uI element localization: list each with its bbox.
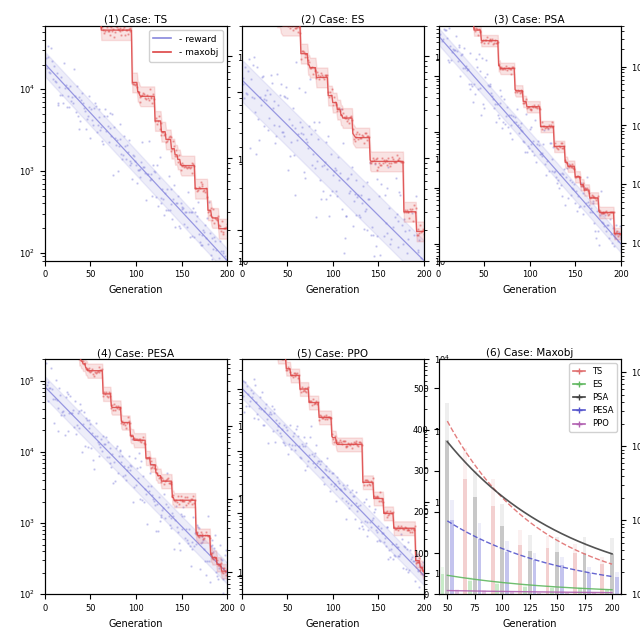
X-axis label: Generation: Generation — [305, 285, 360, 295]
Title: (2) Case: ES: (2) Case: ES — [301, 15, 365, 25]
Bar — [528, 535, 532, 594]
X-axis label: Generation: Generation — [502, 285, 557, 295]
Bar — [605, 589, 609, 594]
Bar — [518, 530, 522, 594]
Bar — [582, 537, 586, 594]
Bar — [463, 448, 467, 594]
Bar — [523, 585, 527, 594]
Bar — [610, 554, 614, 594]
Title: (3) Case: PSA: (3) Case: PSA — [494, 15, 565, 25]
Bar — [555, 537, 559, 594]
Bar — [600, 557, 604, 594]
Legend: TS, ES, PSA, PESA, PPO: TS, ES, PSA, PESA, PPO — [570, 364, 616, 432]
Bar — [455, 589, 459, 594]
Bar — [564, 592, 569, 594]
Bar — [538, 592, 541, 594]
X-axis label: Generation: Generation — [305, 619, 360, 629]
Bar — [450, 500, 454, 594]
Bar — [436, 417, 440, 594]
Bar — [505, 541, 509, 594]
X-axis label: Generation: Generation — [502, 619, 557, 629]
Bar — [483, 591, 486, 594]
Bar — [560, 557, 564, 594]
Bar — [615, 576, 619, 594]
Bar — [550, 588, 554, 594]
Bar — [550, 586, 554, 594]
Bar — [477, 539, 481, 594]
Bar — [473, 470, 477, 594]
Bar — [573, 544, 577, 594]
Bar — [518, 545, 522, 594]
Bar — [495, 581, 499, 594]
Bar — [468, 577, 472, 594]
Bar — [573, 553, 577, 594]
Bar — [491, 479, 495, 594]
Bar — [605, 590, 609, 594]
Bar — [588, 573, 591, 594]
Bar — [545, 548, 549, 594]
Bar — [620, 592, 623, 594]
Bar — [620, 592, 623, 594]
Bar — [578, 587, 582, 594]
Bar — [505, 552, 509, 594]
Bar — [555, 552, 559, 594]
Bar — [477, 523, 481, 594]
Bar — [450, 520, 454, 594]
Bar — [600, 564, 604, 594]
Bar — [592, 592, 596, 594]
Bar — [545, 536, 549, 594]
Bar — [500, 504, 504, 594]
X-axis label: Generation: Generation — [109, 285, 163, 295]
Bar — [440, 574, 444, 594]
Title: (1) Case: TS: (1) Case: TS — [104, 15, 168, 25]
Bar — [440, 567, 444, 594]
Title: (5) Case: PPO: (5) Case: PPO — [297, 348, 369, 358]
Bar — [532, 553, 536, 594]
Bar — [532, 560, 536, 594]
Bar — [436, 376, 440, 594]
Bar — [588, 567, 591, 594]
Bar — [500, 527, 504, 594]
X-axis label: Generation: Generation — [109, 619, 163, 629]
Bar — [510, 591, 514, 594]
Bar — [615, 572, 619, 594]
Bar — [523, 587, 527, 594]
Bar — [528, 551, 532, 594]
Title: (6) Case: Maxobj: (6) Case: Maxobj — [486, 348, 573, 358]
Bar — [495, 583, 499, 594]
Bar — [610, 538, 614, 594]
Bar — [468, 581, 472, 594]
Bar — [582, 553, 586, 594]
Legend: - reward, - maxobj: - reward, - maxobj — [149, 30, 223, 61]
Bar — [445, 403, 449, 594]
Bar — [564, 592, 569, 594]
Bar — [510, 592, 514, 594]
Title: (4) Case: PESA: (4) Case: PESA — [97, 348, 175, 358]
Bar — [560, 565, 564, 594]
Bar — [592, 592, 596, 594]
Bar — [491, 505, 495, 594]
Bar — [463, 479, 467, 594]
Bar — [578, 589, 582, 594]
Bar — [483, 590, 486, 594]
Bar — [473, 497, 477, 594]
Bar — [445, 440, 449, 594]
Bar — [538, 592, 541, 594]
Bar — [455, 590, 459, 594]
